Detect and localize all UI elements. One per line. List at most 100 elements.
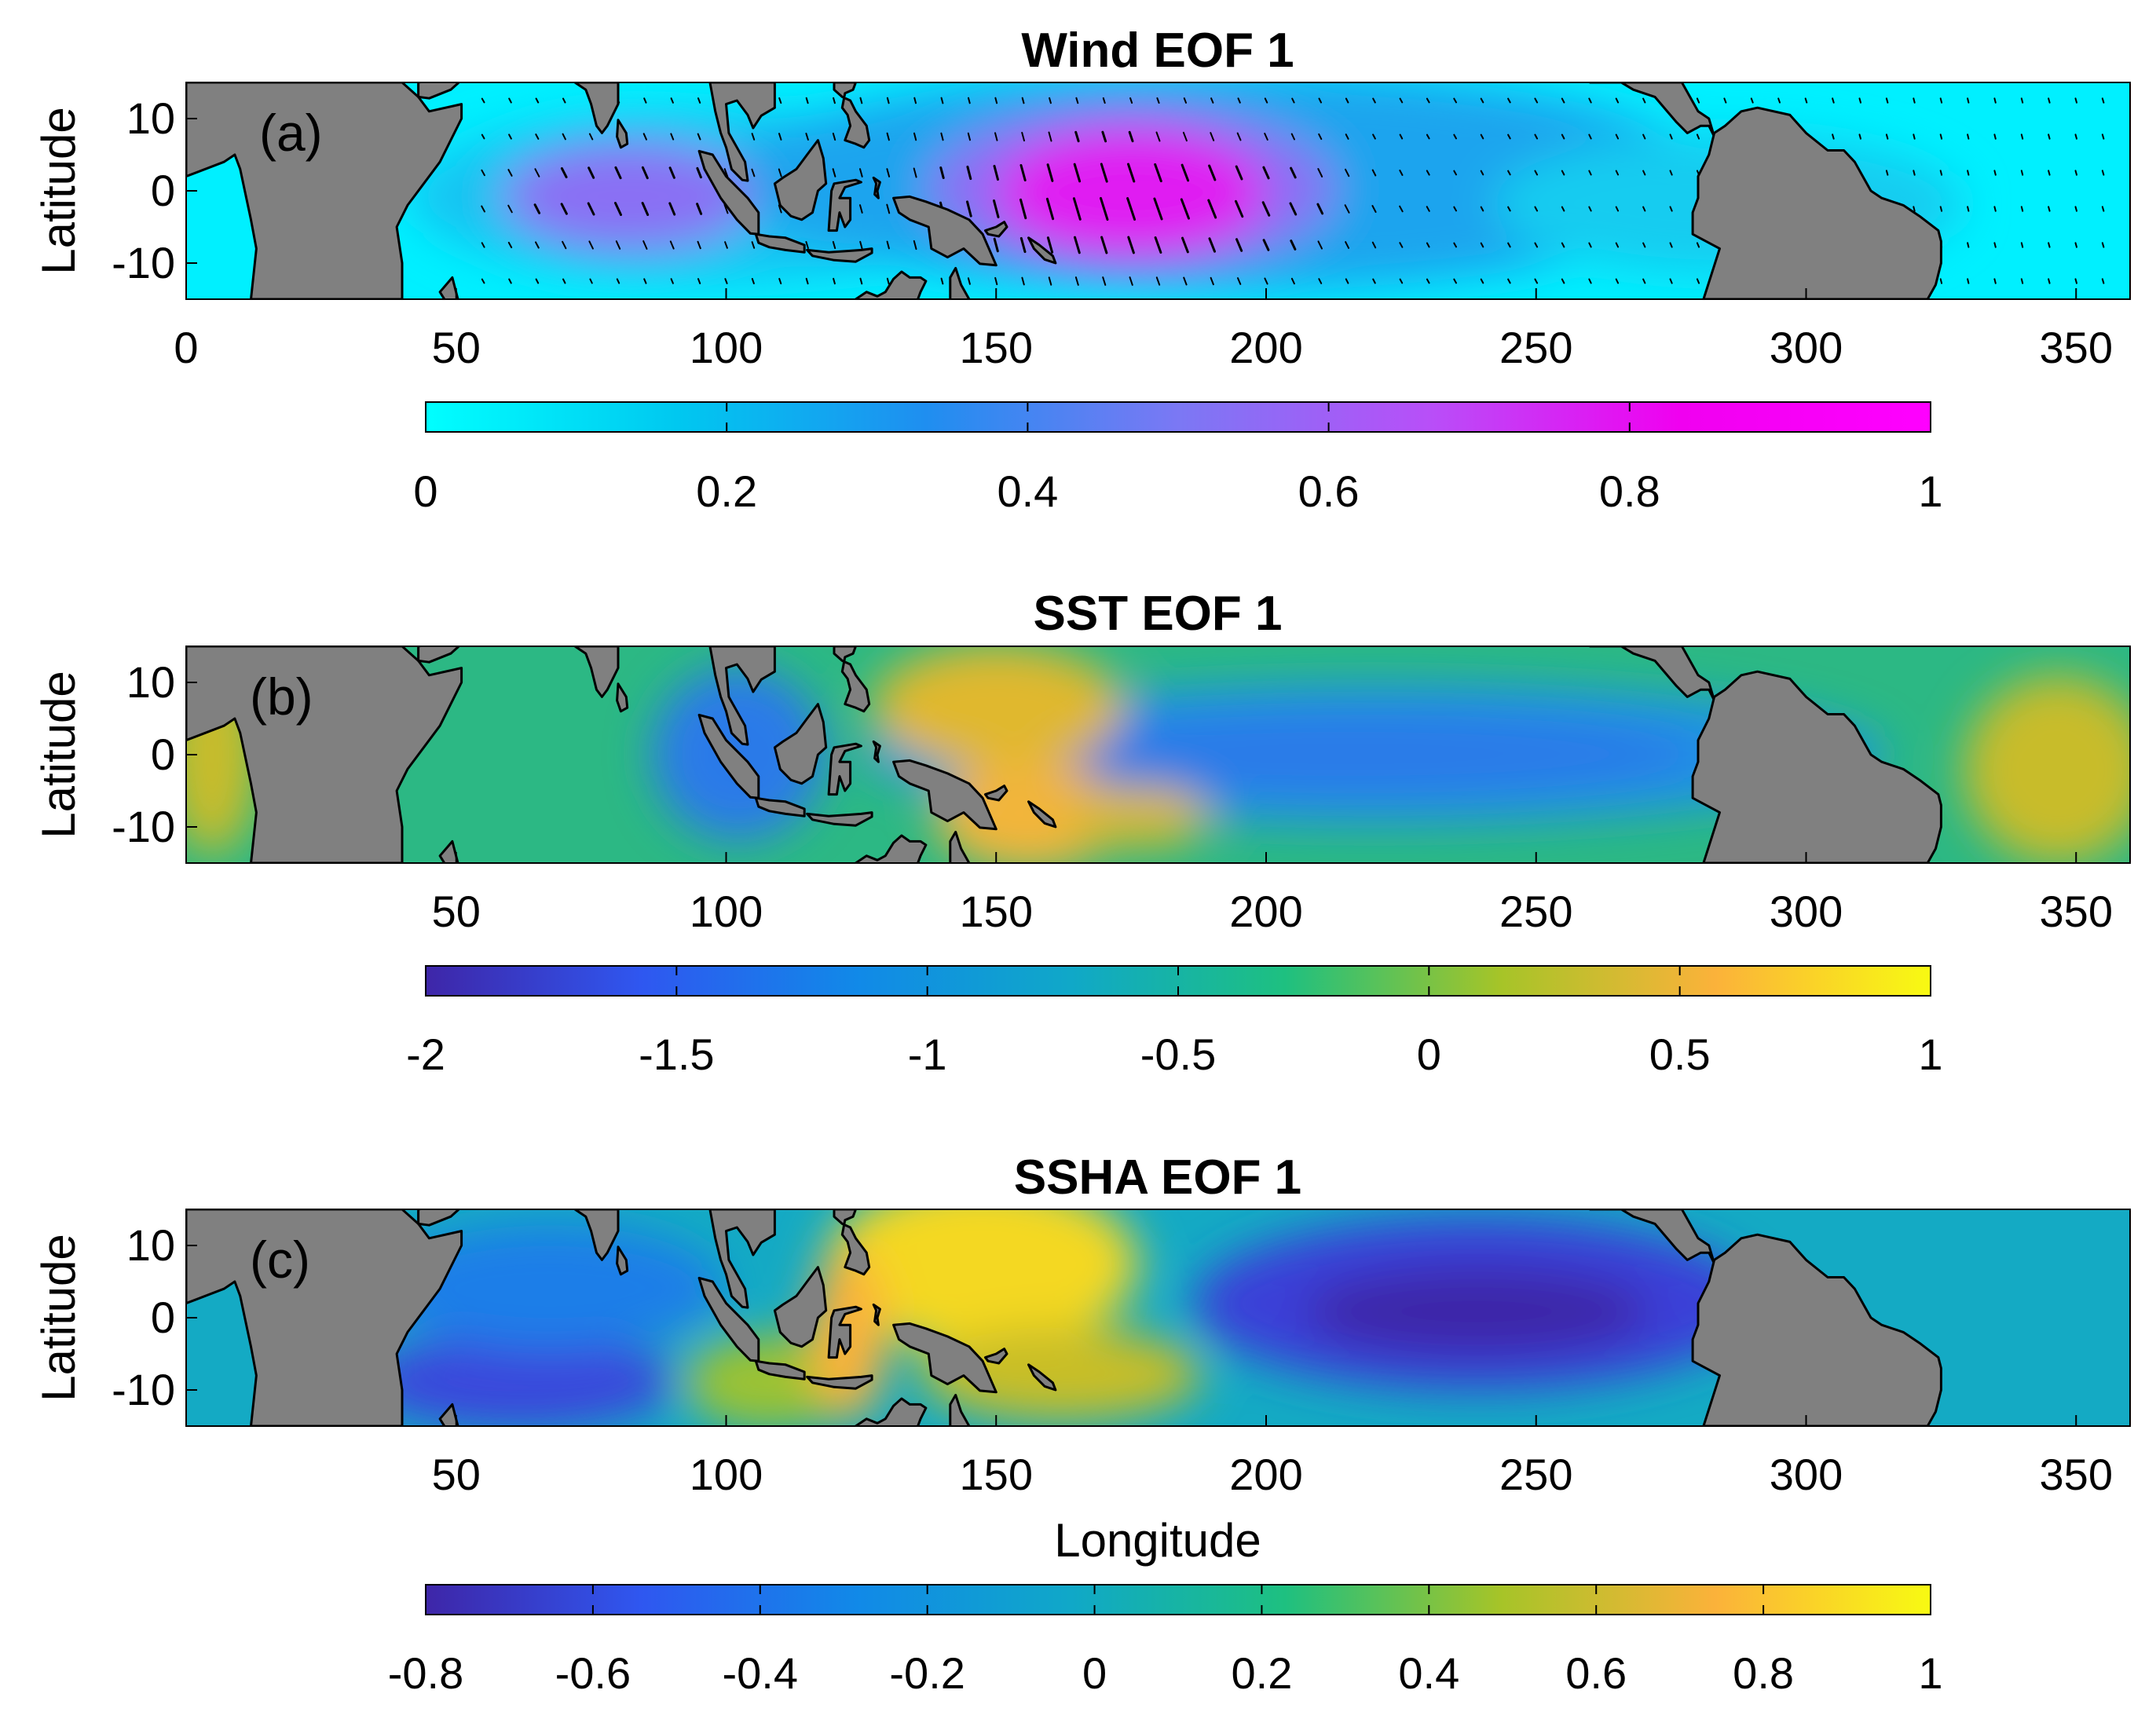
x-tick-label: 0 <box>174 323 198 372</box>
colorbar-tick-label: 0.2 <box>1232 1648 1293 1698</box>
wind-vector <box>1048 276 1052 286</box>
wind-vector <box>588 166 595 179</box>
wind-vector <box>1127 163 1136 183</box>
wind-vector <box>2101 133 2105 140</box>
india-land <box>573 1209 620 1261</box>
wind-vector <box>1426 278 1430 284</box>
wind-vector <box>1507 97 1511 104</box>
central-america-land <box>1589 82 1716 138</box>
x-tick-label: 100 <box>690 323 763 372</box>
wind-vector <box>1180 163 1190 182</box>
africa-land <box>186 646 463 863</box>
field-blob <box>1304 1268 1649 1355</box>
wind-vector <box>886 277 890 285</box>
field-blob <box>825 1209 1139 1351</box>
panel-b-field <box>186 646 2130 863</box>
wind-vector <box>535 241 540 249</box>
wind-vector <box>641 166 649 180</box>
sulawesi-land <box>827 1305 862 1359</box>
wind-vector <box>778 133 782 141</box>
new-britain-land <box>984 785 1008 802</box>
wind-vector <box>751 278 755 284</box>
wind-vector <box>1534 278 1539 284</box>
wind-vector <box>1534 242 1539 248</box>
philippines-land <box>833 646 871 713</box>
wind-vector <box>1399 170 1404 176</box>
panel-b-colorbar-ticks: -2 -1.5 -1 -0.5 0 0.5 1 <box>406 966 1943 1079</box>
wind-vector <box>1399 205 1404 213</box>
philippines-land <box>833 1209 871 1276</box>
indochina-land <box>708 82 776 182</box>
field-blob <box>997 130 1265 255</box>
colorbar-tick-label: 0 <box>1417 1030 1441 1079</box>
wind-vector <box>1453 97 1457 104</box>
wind-vector <box>1480 242 1484 248</box>
wind-vector <box>670 97 674 104</box>
wind-vector <box>562 133 566 141</box>
wind-vector <box>1317 168 1323 177</box>
wind-vector <box>1615 206 1620 212</box>
wind-vector <box>1237 277 1242 285</box>
wind-vector <box>1885 97 1889 104</box>
y-tick-label: 10 <box>126 1220 175 1270</box>
colorbar-tick-label: 0.4 <box>1398 1648 1459 1698</box>
wind-vector <box>1615 242 1620 248</box>
halmahera-land <box>872 176 881 199</box>
wind-vector <box>669 240 675 250</box>
wind-vector <box>1696 242 1700 248</box>
wind-vector <box>1345 168 1350 177</box>
wind-vector <box>940 97 944 104</box>
wind-vector <box>1426 242 1430 248</box>
nusa-tenggara-land <box>806 1374 873 1390</box>
wind-vector <box>1208 164 1217 181</box>
wind-vector <box>994 276 998 286</box>
wind-vector <box>966 200 972 218</box>
wind-vector <box>1967 97 1970 104</box>
wind-vector <box>1183 276 1188 286</box>
wind-vector <box>1993 242 1997 248</box>
arabia-land <box>417 646 461 664</box>
wind-vector <box>1210 276 1214 286</box>
wind-vector <box>993 237 999 253</box>
wind-vector <box>1102 97 1106 104</box>
wind-vector <box>1318 133 1323 141</box>
wind-vector <box>1153 197 1163 221</box>
colorbar-tick-label: 0.6 <box>1298 466 1360 516</box>
wind-vector <box>643 278 647 284</box>
wind-vector <box>1049 97 1052 104</box>
colorbar-tick-label: 0.8 <box>1599 466 1660 516</box>
wind-vector <box>2101 97 2105 104</box>
wind-vector <box>614 202 622 216</box>
wind-vector <box>2101 206 2105 212</box>
wind-vector <box>1102 276 1107 286</box>
wind-vector <box>1588 278 1592 284</box>
sulawesi-land <box>827 178 862 232</box>
wind-vector <box>886 132 890 141</box>
wind-vector <box>1426 97 1430 104</box>
x-tick-label: 200 <box>1229 323 1302 372</box>
colorbar-tick-label: -0.2 <box>889 1648 965 1698</box>
wind-vector <box>1561 133 1565 140</box>
wind-vector <box>588 133 594 141</box>
wind-vector <box>1264 133 1268 141</box>
x-tick-label: 300 <box>1770 887 1843 936</box>
wind-vector <box>2074 242 2077 248</box>
wind-vector <box>1615 170 1620 176</box>
x-tick-label: 50 <box>432 887 481 936</box>
wind-vector <box>1344 204 1350 214</box>
south-america-land <box>1691 106 1942 299</box>
wind-vector <box>1129 97 1133 104</box>
wind-vector <box>1021 97 1025 104</box>
wind-vector <box>1561 97 1565 104</box>
nusa-tenggara-land <box>806 811 873 827</box>
x-tick-label: 350 <box>2040 887 2113 936</box>
wind-vector <box>1669 133 1673 140</box>
wind-vector <box>535 278 540 284</box>
wind-vector <box>1019 164 1027 181</box>
wind-vector <box>533 203 541 214</box>
wind-vector <box>1046 163 1054 182</box>
wind-vector <box>1075 97 1079 104</box>
wind-vector <box>2074 133 2077 140</box>
wind-vector <box>642 240 648 250</box>
wind-vector <box>1155 276 1161 286</box>
